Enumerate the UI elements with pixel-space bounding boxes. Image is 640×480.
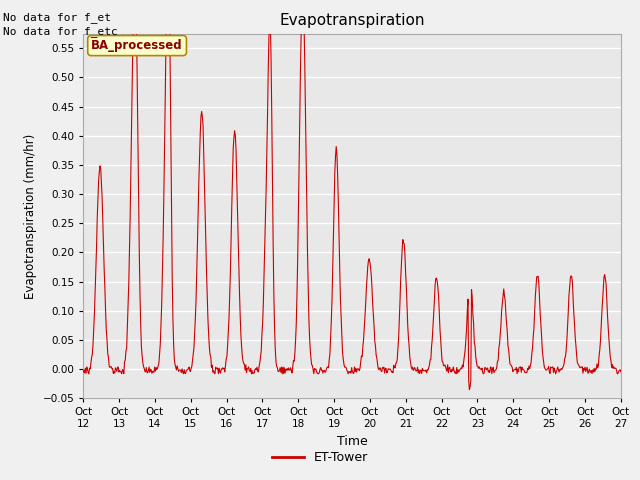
Text: No data for f_etc: No data for f_etc	[3, 26, 118, 37]
Y-axis label: Evapotranspiration (mm/hr): Evapotranspiration (mm/hr)	[24, 133, 37, 299]
Text: No data for f_et: No data for f_et	[3, 12, 111, 23]
Text: BA_processed: BA_processed	[92, 39, 183, 52]
X-axis label: Time: Time	[337, 434, 367, 447]
Title: Evapotranspiration: Evapotranspiration	[279, 13, 425, 28]
Legend: ET-Tower: ET-Tower	[268, 446, 372, 469]
